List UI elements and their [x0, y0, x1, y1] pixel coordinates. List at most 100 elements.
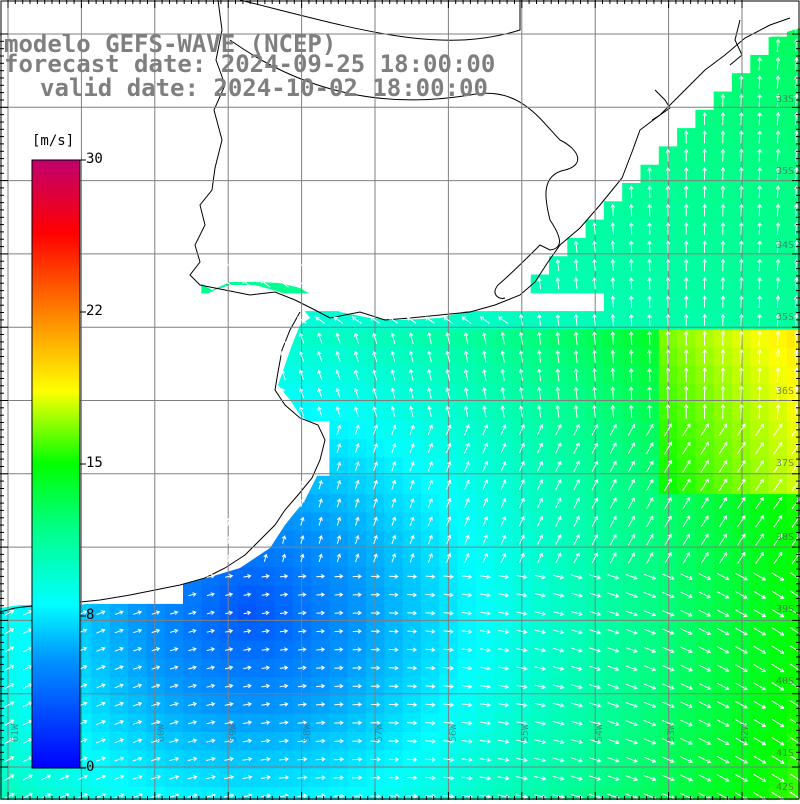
wind-arrow [427, 332, 432, 345]
wind-arrow [680, 628, 693, 635]
lon-label: 54W [594, 723, 605, 742]
wind-arrow [607, 757, 620, 763]
wind-arrow [573, 331, 579, 345]
wind-arrow [536, 424, 544, 436]
wind-arrow [407, 592, 418, 598]
wind-arrow [445, 331, 451, 345]
wind-arrow [296, 316, 307, 324]
wind-arrow [665, 166, 671, 180]
wind-arrow [794, 20, 799, 34]
wind-arrow [96, 628, 106, 634]
wind-arrow [190, 534, 195, 544]
wind-speed-cell [457, 786, 477, 804]
wind-arrow [261, 592, 270, 597]
wind-arrow [315, 738, 326, 744]
wind-arrow [537, 277, 542, 290]
wind-arrow [461, 775, 473, 781]
wind-arrow [591, 442, 599, 454]
wind-arrow [500, 405, 505, 418]
wind-arrow [592, 349, 597, 364]
wind-arrow [188, 628, 197, 634]
wind-arrow [775, 38, 781, 53]
wind-arrow [352, 574, 362, 579]
wind-arrow [716, 627, 730, 636]
wind-arrow [96, 665, 106, 671]
wind-arrow [497, 739, 510, 744]
wind-arrow [352, 738, 363, 744]
wind-arrow [518, 350, 524, 363]
wind-arrow [224, 683, 234, 689]
wind-arrow [775, 330, 781, 346]
wind-arrow [334, 665, 344, 671]
wind-arrow [643, 738, 657, 745]
wind-arrow [206, 628, 216, 634]
wind-arrow [482, 479, 489, 490]
wind-speed-cell [36, 786, 56, 804]
wind-arrow [589, 684, 602, 690]
wind-arrow [592, 386, 597, 400]
wind-arrow [391, 498, 397, 508]
wind-arrow [718, 460, 728, 473]
wind-arrow [570, 629, 583, 635]
wind-arrow [114, 646, 124, 652]
wind-arrow [260, 775, 271, 780]
wind-arrow [352, 628, 362, 634]
wind-arrow [461, 665, 473, 671]
wind-arrow [390, 369, 396, 381]
wind-arrow [552, 720, 565, 726]
wind-speed-cell [786, 713, 800, 733]
wind-arrow [479, 739, 492, 744]
wind-speed-cell [786, 750, 800, 770]
wind-speed-cell [786, 366, 800, 385]
wind-arrow [318, 516, 323, 526]
wind-arrow [773, 478, 783, 491]
wind-arrow [771, 755, 785, 764]
wind-arrow [643, 610, 657, 617]
wind-arrow [720, 240, 726, 253]
wind-arrow [627, 478, 635, 491]
wind-arrow [555, 423, 562, 436]
wind-arrow [388, 702, 399, 707]
wind-arrow [446, 534, 452, 545]
wind-speed-cell [54, 786, 74, 804]
wind-arrow [625, 720, 638, 727]
wind-arrow [665, 221, 671, 235]
wind-arrow [316, 574, 326, 579]
wind-arrow [700, 515, 709, 528]
wind-arrow [406, 738, 418, 744]
wind-arrow [260, 261, 270, 269]
wind-arrow [683, 185, 689, 199]
wind-arrow [647, 295, 652, 308]
wind-arrow [607, 683, 620, 690]
wind-arrow [720, 166, 726, 180]
wind-arrow [206, 702, 216, 707]
lat-label: 39S [775, 604, 794, 615]
wind-arrow [388, 738, 400, 744]
wind-arrow [463, 387, 469, 400]
wind-arrow [573, 442, 580, 454]
wind-arrow [482, 331, 487, 345]
wind-arrow [609, 478, 617, 491]
wind-arrow [570, 574, 583, 580]
wind-arrow [461, 574, 473, 580]
wind-arrow [151, 701, 161, 707]
wind-arrow [427, 424, 434, 436]
wind-arrow [771, 700, 785, 709]
wind-arrow [260, 756, 271, 762]
lat-label: 38S [775, 532, 794, 543]
wind-arrow [133, 665, 143, 670]
wind-arrow [589, 665, 602, 672]
wind-arrow [757, 148, 762, 162]
wind-arrow [114, 738, 125, 744]
colorbar-tick-label: 8 [86, 607, 95, 623]
wind-arrow [702, 403, 707, 419]
wind-arrow [716, 774, 730, 782]
wind-arrow [445, 442, 452, 454]
wind-arrow [775, 93, 781, 107]
wind-arrow [479, 702, 491, 708]
wind-arrow [627, 533, 635, 546]
wind-arrow [425, 629, 436, 634]
wind-arrow [373, 479, 378, 490]
wind-arrow [738, 403, 744, 419]
wind-arrow [661, 738, 675, 745]
